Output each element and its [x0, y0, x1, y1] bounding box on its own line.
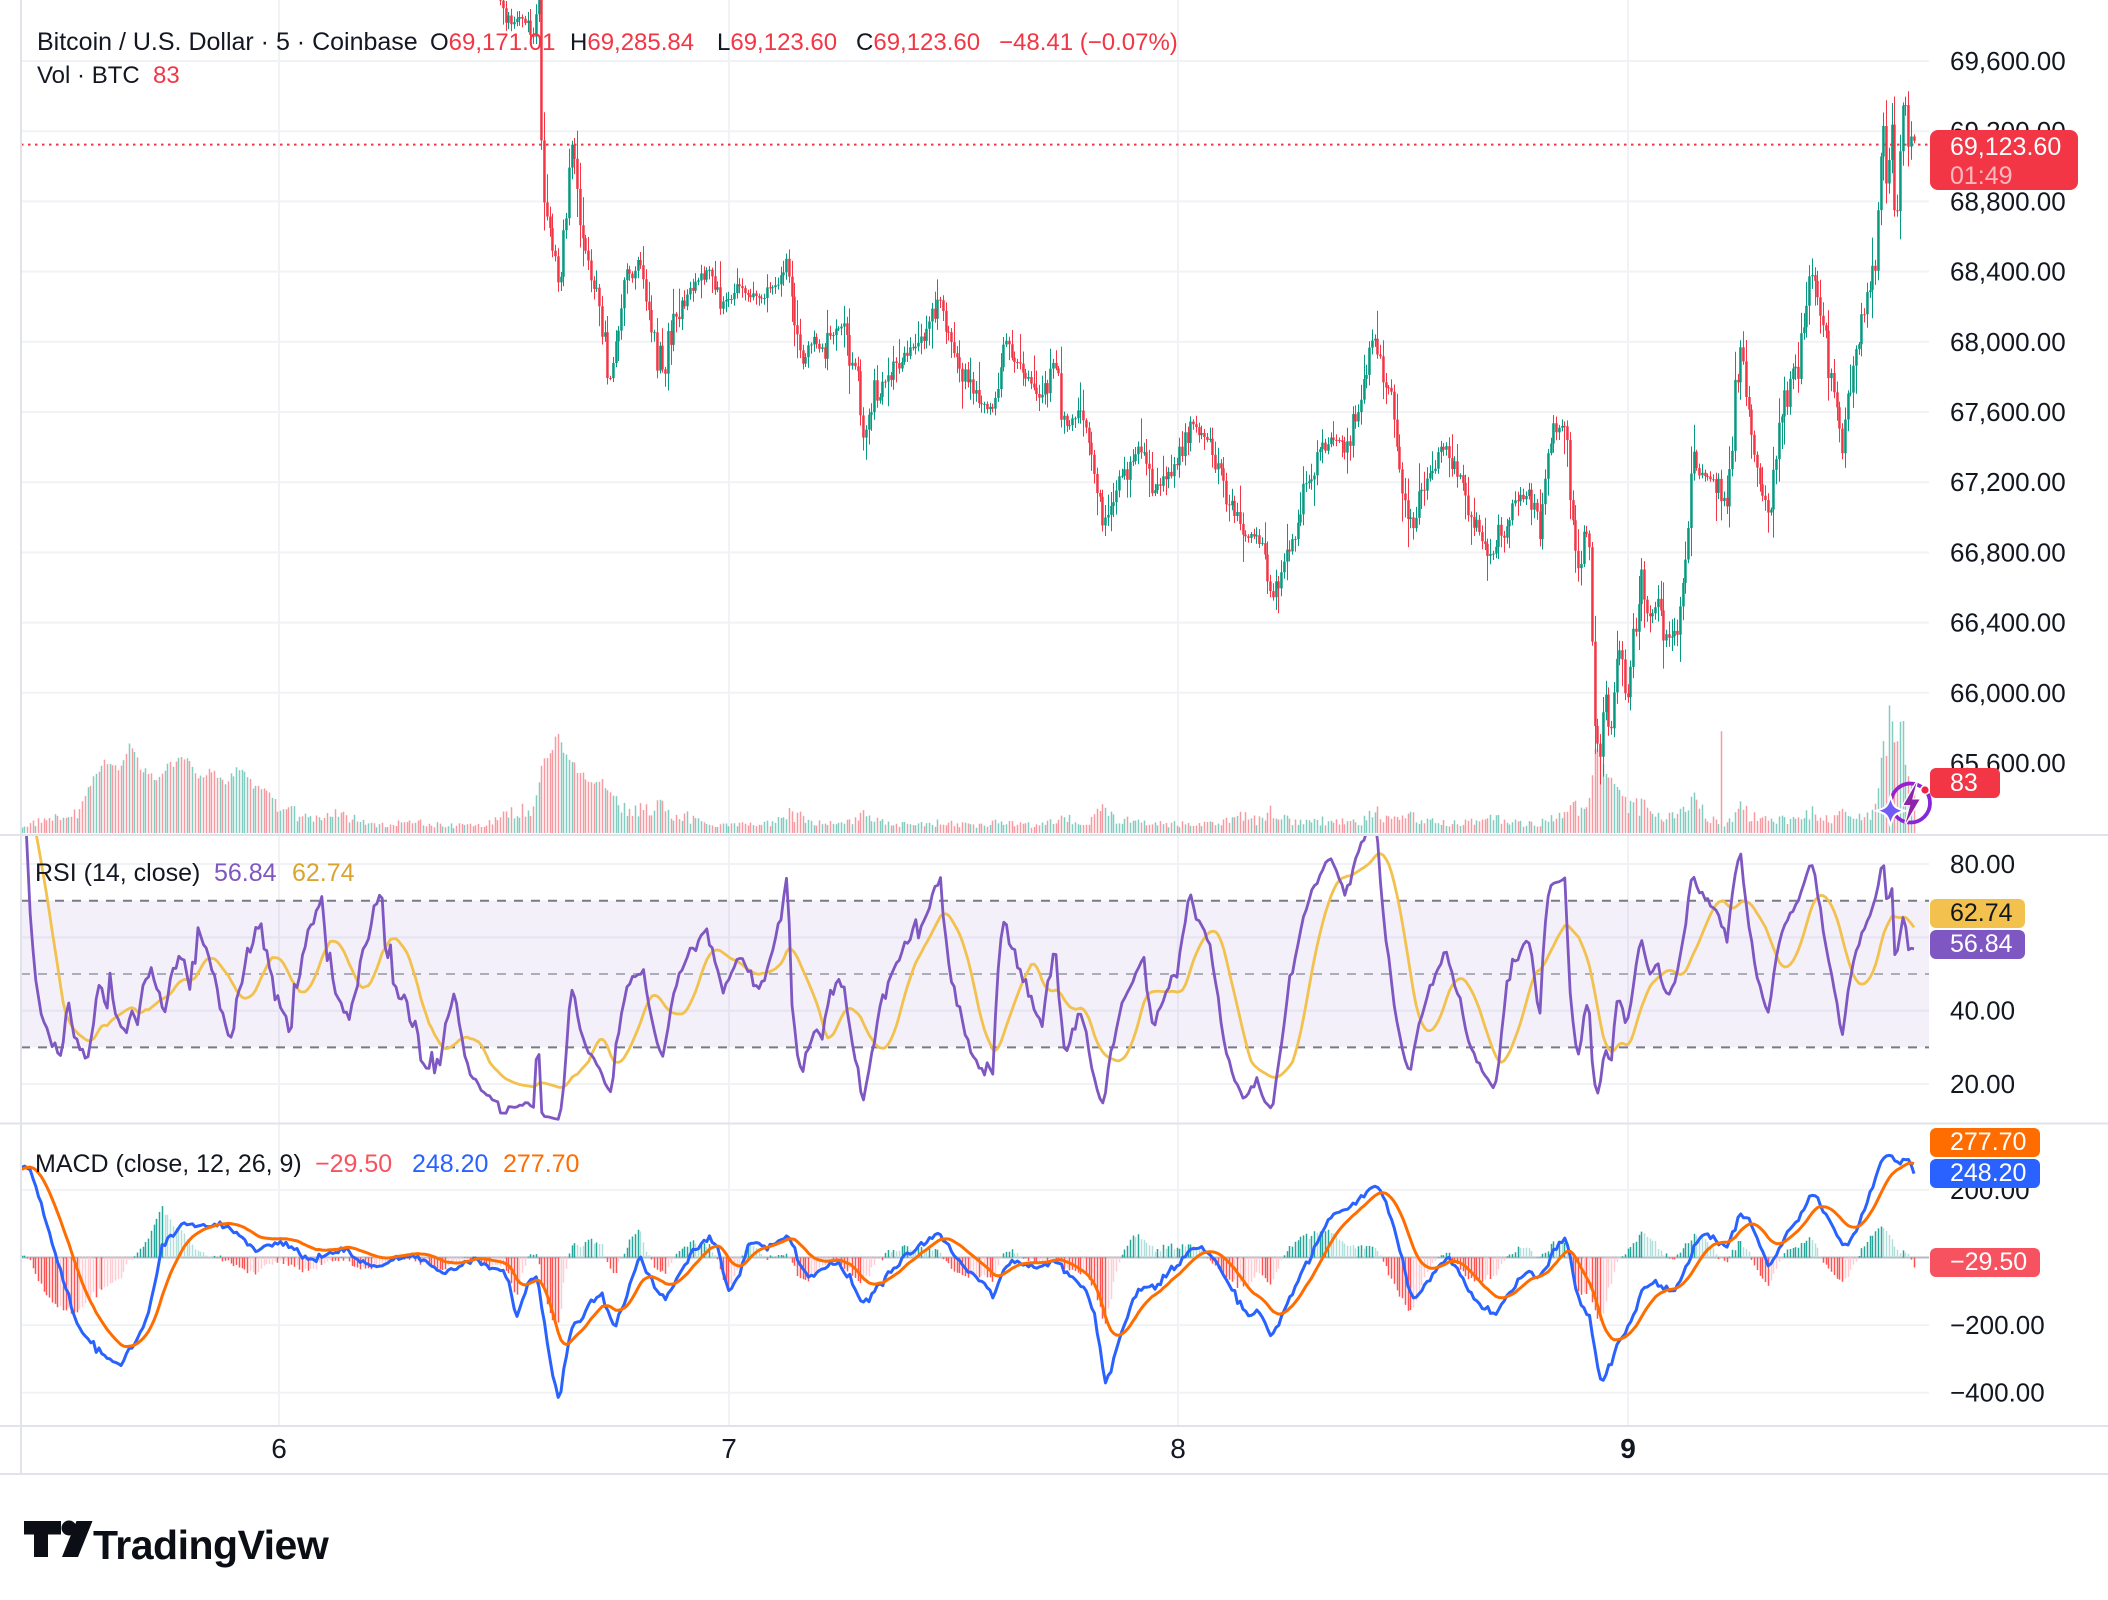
- svg-text:83: 83: [1950, 769, 1978, 797]
- svg-text:MACD (close, 12, 26, 9): MACD (close, 12, 26, 9): [35, 1150, 302, 1178]
- svg-text:56.84: 56.84: [214, 859, 277, 887]
- svg-text:66,400.00: 66,400.00: [1950, 608, 2066, 638]
- svg-text:69,600.00: 69,600.00: [1950, 46, 2066, 76]
- svg-text:68,800.00: 68,800.00: [1950, 186, 2066, 216]
- svg-text:−200.00: −200.00: [1950, 1310, 2045, 1340]
- svg-text:9: 9: [1620, 1433, 1636, 1464]
- svg-text:Vol · BTC: Vol · BTC: [37, 62, 140, 89]
- svg-text:−29.50: −29.50: [315, 1150, 392, 1178]
- svg-text:66,000.00: 66,000.00: [1950, 678, 2066, 708]
- svg-text:7: 7: [721, 1433, 737, 1464]
- svg-text:80.00: 80.00: [1950, 849, 2015, 879]
- svg-text:68,400.00: 68,400.00: [1950, 257, 2066, 287]
- svg-text:277.70: 277.70: [503, 1150, 579, 1178]
- svg-text:−400.00: −400.00: [1950, 1378, 2045, 1408]
- svg-text:68,000.00: 68,000.00: [1950, 327, 2066, 357]
- svg-text:67,600.00: 67,600.00: [1950, 397, 2066, 427]
- svg-text:83: 83: [153, 62, 180, 89]
- svg-text:−29.50: −29.50: [1950, 1248, 2027, 1276]
- svg-text:62.74: 62.74: [1950, 899, 2013, 927]
- svg-text:67,200.00: 67,200.00: [1950, 467, 2066, 497]
- svg-text:20.00: 20.00: [1950, 1069, 2015, 1099]
- svg-text:6: 6: [271, 1433, 287, 1464]
- svg-text:277.70: 277.70: [1950, 1128, 2026, 1156]
- svg-text:RSI (14, close): RSI (14, close): [35, 859, 200, 887]
- svg-text:69,123.60: 69,123.60: [1950, 133, 2061, 161]
- svg-text:Bitcoin / U.S. Dollar · 5 · Co: Bitcoin / U.S. Dollar · 5 · Coinbase: [37, 28, 418, 56]
- svg-text:62.74: 62.74: [292, 859, 355, 887]
- svg-text:248.20: 248.20: [1950, 1159, 2026, 1187]
- svg-text:40.00: 40.00: [1950, 996, 2015, 1026]
- svg-text:TradingView: TradingView: [93, 1522, 329, 1568]
- svg-text:248.20: 248.20: [412, 1150, 488, 1178]
- svg-text:66,800.00: 66,800.00: [1950, 537, 2066, 567]
- svg-text:56.84: 56.84: [1950, 930, 2013, 958]
- svg-text:8: 8: [1170, 1433, 1186, 1464]
- svg-text:01:49: 01:49: [1950, 162, 2013, 190]
